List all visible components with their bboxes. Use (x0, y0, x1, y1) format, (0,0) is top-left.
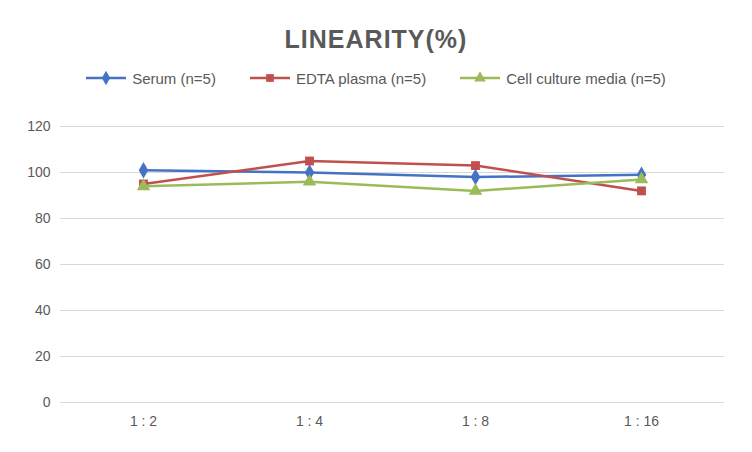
svg-text:1 : 8: 1 : 8 (462, 413, 489, 429)
html-text:Serum (n=5): Serum (n=5) (132, 69, 216, 87)
svg-text:20: 20 (35, 348, 51, 364)
svg-text:100: 100 (27, 164, 51, 180)
svg-text:60: 60 (35, 256, 51, 272)
svg-text:1 : 16: 1 : 16 (624, 413, 659, 429)
html-text:LINEARITY(%): LINEARITY(%) (284, 25, 468, 53)
svg-text:80: 80 (35, 210, 51, 226)
svg-text:120: 120 (27, 118, 51, 134)
svg-text:0: 0 (43, 394, 51, 410)
html-text:EDTA plasma (n=5): EDTA plasma (n=5) (296, 69, 427, 87)
svg-text:1 : 2: 1 : 2 (130, 413, 157, 429)
svg-text:40: 40 (35, 302, 51, 318)
html-text:Cell culture media (n=5): Cell culture media (n=5) (506, 69, 666, 87)
svg-text:1 : 4: 1 : 4 (296, 413, 323, 429)
